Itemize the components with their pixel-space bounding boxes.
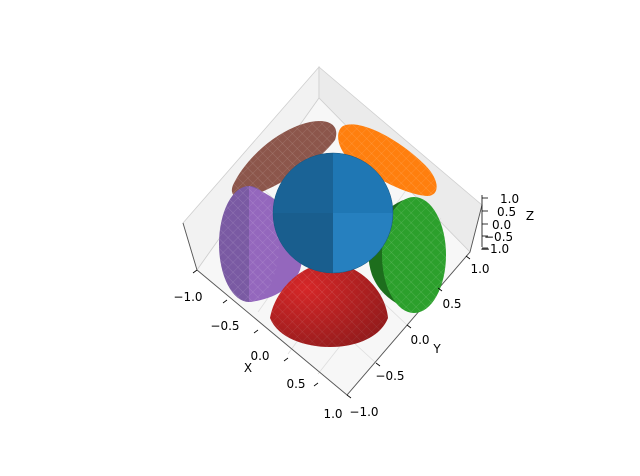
y-tick-label: 0.0 [410, 333, 429, 347]
y-tick-label: 1.0 [470, 262, 489, 276]
x-axis-label: X [244, 361, 252, 375]
x-tick-label: −1.0 [173, 290, 202, 304]
x-tick-label: 0.0 [250, 349, 269, 363]
z-tick-label: 1.0 [500, 192, 519, 206]
y-axis-label: Y [432, 342, 441, 356]
x-tick-label: −0.5 [210, 319, 239, 333]
y-tick-label: −1.0 [349, 405, 378, 419]
y-tick-label: 0.5 [442, 297, 461, 311]
z-axis-label: Z [526, 209, 534, 223]
z-tick-label: −1.0 [480, 242, 509, 256]
cone-blue [273, 153, 393, 273]
z-tick-label: 0.5 [497, 205, 516, 219]
x-tick-label: 1.0 [323, 407, 342, 421]
y-tick-label: −0.5 [375, 369, 404, 383]
x-tick-label: 0.5 [286, 377, 305, 391]
z-axis: 1.0 0.5 0.0 −0.5 −1.0 Z [480, 192, 534, 256]
